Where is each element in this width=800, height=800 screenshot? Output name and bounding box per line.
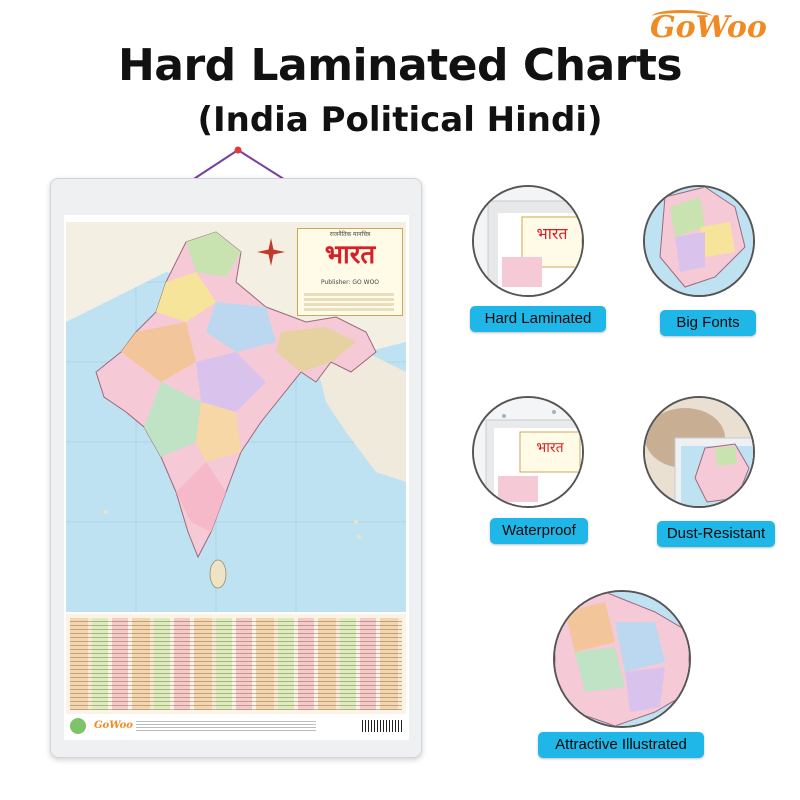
feature-label-hard-laminated: Hard Laminated — [470, 306, 606, 332]
svg-text:भारत: भारत — [536, 224, 568, 243]
svg-text:भारत: भारत — [536, 440, 564, 456]
feature-circle-hard-laminated: भारत — [472, 185, 584, 297]
map-legend — [304, 291, 394, 311]
footer-address-lines — [136, 721, 316, 731]
feature-circle-waterproof: भारत — [472, 396, 584, 508]
footer-logo: GoWoo — [94, 720, 133, 731]
feature-circle-dust-resistant — [643, 396, 755, 508]
feature-label-attractive-illustrated: Attractive Illustrated — [538, 732, 704, 758]
badge-icon — [70, 718, 86, 734]
logo-text: GoWoo — [650, 10, 767, 45]
map-title-hindi: भारत — [324, 240, 376, 270]
logo-swoosh — [652, 10, 712, 23]
india-map — [66, 222, 406, 612]
state-index-table — [66, 614, 406, 714]
feature-label-big-fonts: Big Fonts — [660, 310, 756, 336]
map-zoom-icon — [645, 187, 753, 295]
poster-footer: GoWoo — [66, 716, 406, 738]
feature-circle-big-fonts — [643, 185, 755, 297]
page-title: Hard Laminated Charts — [117, 40, 683, 91]
water-drops-icon: भारत — [474, 398, 582, 506]
map-title-box: राजनैतिक मानचित्र भारत Publisher: GO WOO — [297, 228, 403, 316]
map-title-small: राजनैतिक मानचित्र — [329, 231, 371, 238]
dust-icon — [645, 398, 753, 506]
laminated-corner-icon: भारत — [474, 187, 582, 295]
feature-label-waterproof: Waterproof — [490, 518, 588, 544]
hanger-string-icon — [180, 146, 299, 189]
map-publisher: Publisher: GO WOO — [320, 279, 380, 286]
brand-logo: GoWoo — [650, 8, 790, 48]
barcode-icon — [362, 720, 402, 732]
feature-circle-attractive-illustrated — [553, 590, 691, 728]
feature-label-dust-resistant: Dust-Resistant — [657, 521, 775, 547]
index-rows — [70, 618, 402, 710]
page-subtitle: (India Political Hindi) — [197, 100, 603, 140]
map-detail-icon — [555, 592, 689, 726]
index-columns — [70, 618, 402, 710]
